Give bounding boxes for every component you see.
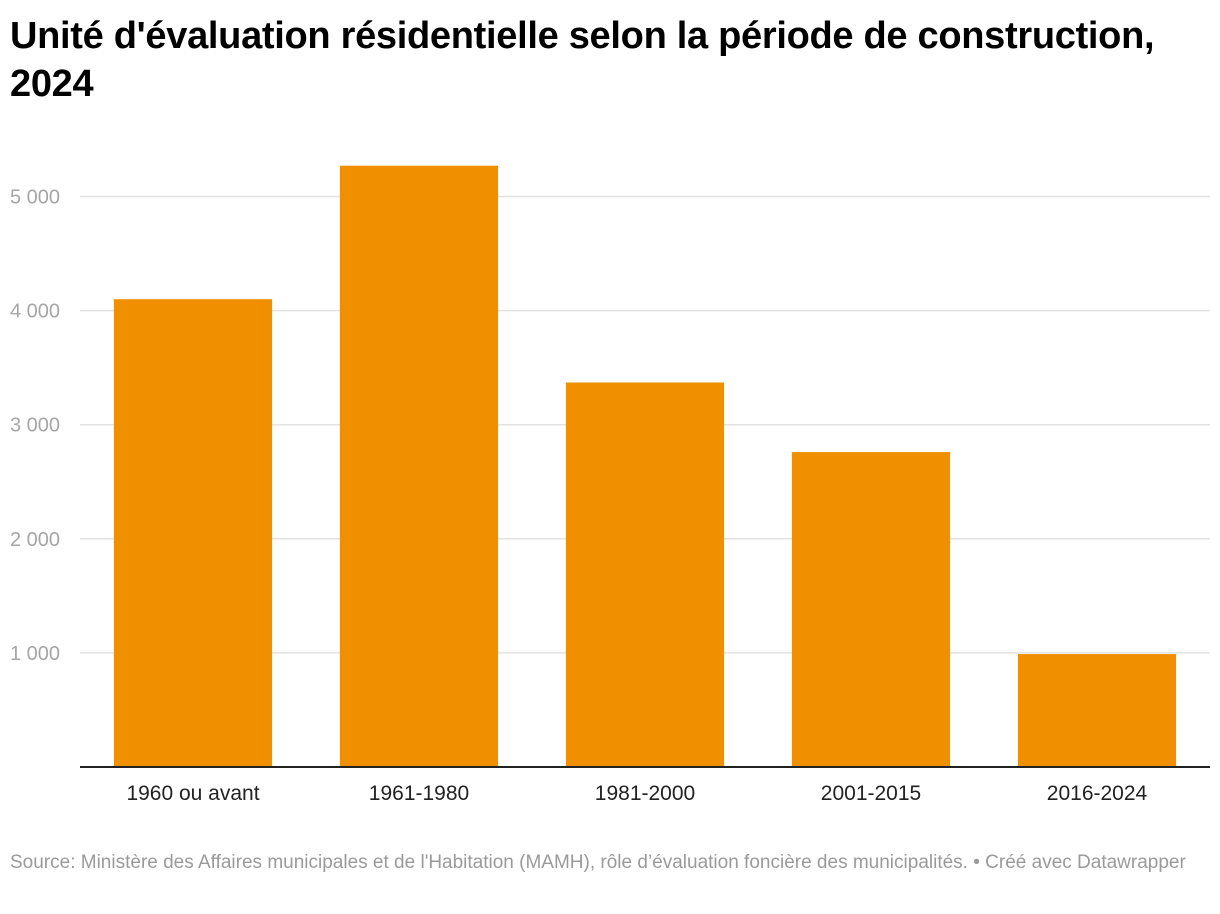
y-tick-label: 5 000 (10, 187, 60, 209)
bar (1017, 654, 1177, 767)
bar (565, 382, 725, 767)
y-tick-label: 4 000 (10, 301, 60, 323)
x-tick-label: 1961-1980 (369, 782, 469, 805)
y-axis-labels: 1 000 2 000 3 000 4 000 5 000 (10, 187, 60, 665)
x-tick-label: 1981-2000 (595, 782, 695, 805)
x-tick-label: 2001-2015 (821, 782, 921, 805)
chart-title: Unité d'évaluation résidentielle selon l… (10, 15, 1155, 105)
bar (339, 165, 499, 767)
y-tick-label: 2 000 (10, 529, 60, 551)
bar (113, 299, 273, 767)
x-tick-label: 2016-2024 (1047, 782, 1148, 805)
bar (791, 452, 951, 767)
source-note: Source: Ministère des Affaires municipal… (10, 852, 1186, 873)
x-tick-label: 1960 ou avant (126, 782, 259, 805)
x-axis-labels: 1960 ou avant 1961-1980 1981-2000 2001-2015… (126, 782, 1147, 805)
y-tick-label: 1 000 (10, 643, 60, 665)
y-tick-label: 3 000 (10, 415, 60, 437)
bars (113, 165, 1177, 767)
